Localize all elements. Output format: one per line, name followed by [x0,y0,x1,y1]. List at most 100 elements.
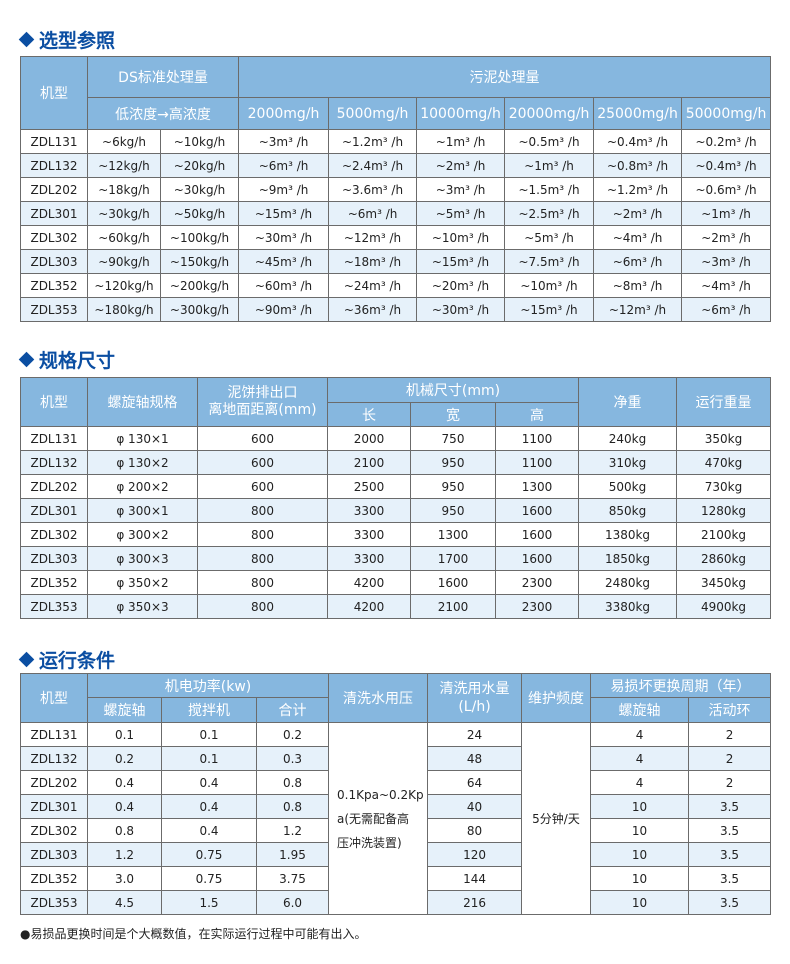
cell-water: 144 [427,866,523,891]
cell-outlet-height: 800 [197,522,328,547]
cell-c20000: ~5m³ /h [504,225,595,250]
header-sludge: 污泥处理量 [238,56,772,98]
header-ds-sub: 低浓度→高浓度 [86,97,240,130]
cell-wear-ring: 2 [688,722,772,747]
cell-power-total: 6.0 [255,890,330,915]
header-conc: 2000mg/h [238,97,330,130]
cell-power-total: 1.2 [255,818,330,843]
cell-net-weight: 2480kg [578,570,677,595]
cell-model: ZDL131 [20,426,88,451]
cell-water: 24 [427,722,523,747]
cell-width: 950 [410,450,496,475]
cell-screw: φ 300×2 [87,522,198,547]
cell-power-total: 3.75 [255,866,330,891]
cell-model: ZDL303 [20,842,88,867]
cell-ds-high: ~20kg/h [159,153,240,178]
cell-wear-screw: 10 [590,866,690,891]
table-row: ZDL301 0.4 0.4 0.8 40 10 3.5 [20,794,772,819]
header-conc: 5000mg/h [328,97,418,130]
cell-screw: φ 300×1 [87,498,198,523]
header-maintenance: 维护频度 [521,673,592,723]
cell-wear-ring: 2 [688,770,772,795]
cell-length: 2000 [327,426,411,451]
cell-wear-ring: 3.5 [688,818,772,843]
cell-power-screw: 0.1 [87,722,162,747]
cell-height: 1100 [495,426,579,451]
cell-c10000: ~3m³ /h [416,177,506,202]
cell-c10000: ~2m³ /h [416,153,506,178]
cell-model: ZDL352 [20,570,88,595]
table-row: ZDL352 φ 350×2 800 4200 1600 2300 2480kg 3450kg [20,570,771,595]
operation-table: 机型 机电功率(kw) 清洗水用压 清洗用水量 (L/h) 维护频度 易损坏更换周期… [20,673,772,915]
cell-wear-ring: 2 [688,746,772,771]
cell-wear-screw: 10 [590,890,690,915]
cell-outlet-height: 800 [197,594,328,619]
cell-run-weight: 2100kg [676,522,771,547]
diamond-icon [18,651,35,668]
cell-model: ZDL303 [20,546,88,571]
cell-width: 2100 [410,594,496,619]
cell-c25000: ~0.8m³ /h [593,153,683,178]
cell-ds-low: ~60kg/h [87,225,161,250]
cell-power-screw: 4.5 [87,890,162,915]
cell-net-weight: 850kg [578,498,677,523]
specs-table: 机型 螺旋轴规格 泥饼排出口 离地面距离(mm) 机械尺寸(mm) 净重 运行重量 长… [20,377,771,619]
cell-c2000: ~30m³ /h [238,225,330,250]
cell-screw: φ 200×2 [87,474,198,499]
table-row: ZDL353 φ 350×3 800 4200 2100 2300 3380kg 4900kg [20,594,771,619]
cell-c5000: ~24m³ /h [328,273,418,298]
cell-height: 1600 [495,522,579,547]
cell-ds-low: ~30kg/h [87,201,161,226]
cell-length: 3300 [327,522,411,547]
table-row: ZDL301 φ 300×1 800 3300 950 1600 850kg 1280kg [20,498,771,523]
header-water: 清洗用水量 (L/h) [427,673,523,723]
cell-c25000: ~6m³ /h [593,249,683,274]
header-model: 机型 [20,377,88,427]
diamond-icon [18,351,35,368]
cell-ds-high: ~50kg/h [159,201,240,226]
cell-c10000: ~5m³ /h [416,201,506,226]
header-wear: 易损坏更换周期（年） [590,673,772,698]
cell-water: 80 [427,818,523,843]
cell-run-weight: 730kg [676,474,771,499]
header-net-weight: 净重 [578,377,677,427]
cell-screw: φ 350×2 [87,570,198,595]
cell-model: ZDL301 [20,201,88,226]
table-row: ZDL301 ~30kg/h ~50kg/h ~15m³ /h ~6m³ /h ~5m³ … [20,201,772,226]
cell-width: 750 [410,426,496,451]
cell-outlet-height: 600 [197,426,328,451]
cell-c20000: ~0.5m³ /h [504,129,595,154]
header-pressure: 清洗水用压 [328,673,429,723]
cell-width: 1300 [410,522,496,547]
cell-model: ZDL131 [20,129,88,154]
cell-height: 2300 [495,570,579,595]
cell-c20000: ~2.5m³ /h [504,201,595,226]
cell-c50000: ~4m³ /h [681,273,772,298]
cell-wear-screw: 10 [590,842,690,867]
header-outlet-line1: 泥饼排出口 [227,385,298,401]
header-height: 高 [495,402,579,427]
header-water-line2: (L/h) [458,699,491,715]
cell-power-screw: 1.2 [87,842,162,867]
cell-c10000: ~10m³ /h [416,225,506,250]
cell-c2000: ~90m³ /h [238,297,330,322]
cell-run-weight: 350kg [676,426,771,451]
cell-screw: φ 130×1 [87,426,198,451]
cell-model: ZDL132 [20,746,88,771]
cell-c5000: ~2.4m³ /h [328,153,418,178]
cell-ds-low: ~180kg/h [87,297,161,322]
table-row: ZDL302 φ 300×2 800 3300 1300 1600 1380kg 2100kg [20,522,771,547]
cell-c25000: ~0.4m³ /h [593,129,683,154]
cell-c50000: ~1m³ /h [681,201,772,226]
cell-c25000: ~12m³ /h [593,297,683,322]
cell-height: 1300 [495,474,579,499]
cell-model: ZDL202 [20,474,88,499]
cell-c50000: ~2m³ /h [681,225,772,250]
section-title-text: 规格尺寸 [39,350,116,372]
header-conc: 10000mg/h [416,97,506,130]
cell-c20000: ~7.5m³ /h [504,249,595,274]
cell-water: 48 [427,746,523,771]
cell-length: 2100 [327,450,411,475]
table-row: ZDL302 0.8 0.4 1.2 80 10 3.5 [20,818,772,843]
cell-power-mixer: 0.4 [161,770,257,795]
